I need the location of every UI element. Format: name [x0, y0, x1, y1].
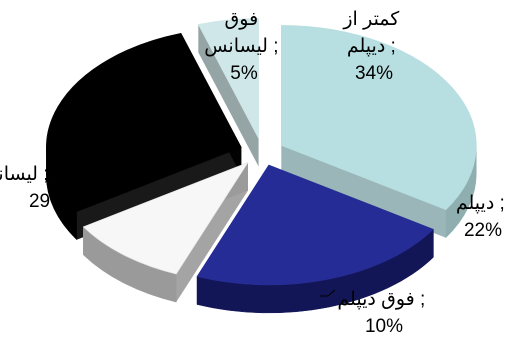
data-label-lisans: لیسانس ; 29% — [0, 164, 67, 212]
slice-fogh-lisans-wall-0 — [198, 24, 259, 167]
slices-layer — [46, 18, 477, 314]
slice-lisans-top — [46, 32, 242, 213]
data-label-kamtar-az-diplom: کمتر از دیپلم ; 34% — [342, 9, 404, 84]
slice-kamtar-az-diplom-top — [281, 25, 477, 211]
slice-fogh-diplom-wall-0 — [176, 162, 248, 303]
slice-fogh-diplom — [82, 161, 249, 303]
slice-diplom-top — [196, 164, 434, 286]
slice-fogh-lisans — [197, 18, 259, 167]
slice-kamtar-az-diplom-wall-1 — [281, 145, 446, 238]
slice-fogh-lisans-top — [197, 18, 259, 139]
slice-diplom — [196, 164, 434, 314]
data-label-fogh-diplom: فوق دیپلم ; 10% — [337, 289, 430, 337]
data-label-fogh-lisans: فوق لیسانس ; 5% — [204, 9, 284, 84]
slice-fogh-diplom-top — [82, 161, 249, 275]
leader-line-fogh-diplom — [320, 289, 336, 297]
slice-kamtar-az-diplom — [281, 25, 477, 239]
data-label-diplom: دیپلم ; 22% — [456, 193, 510, 241]
